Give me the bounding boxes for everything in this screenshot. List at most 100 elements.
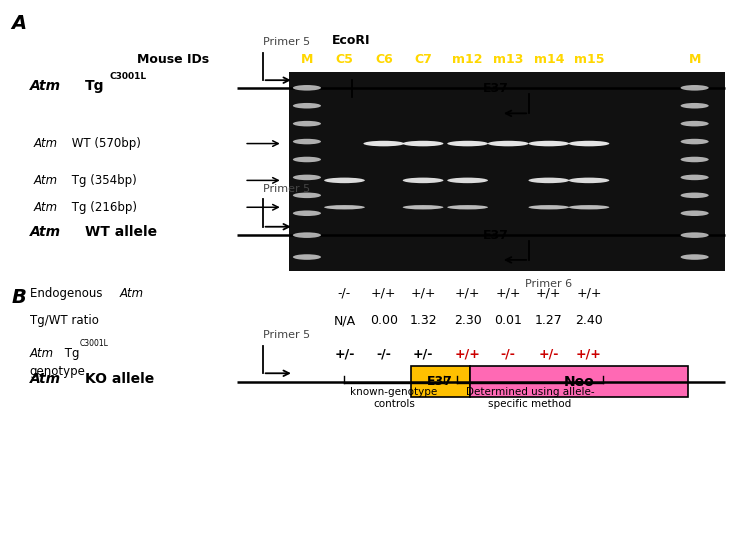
Ellipse shape: [447, 141, 488, 147]
Ellipse shape: [293, 103, 321, 108]
Ellipse shape: [681, 121, 709, 127]
Ellipse shape: [293, 85, 321, 91]
Text: +/+: +/+: [576, 347, 602, 361]
Text: +/+: +/+: [410, 286, 436, 300]
Text: +/+: +/+: [454, 347, 480, 361]
Text: N/A: N/A: [334, 314, 355, 327]
Text: KO allele: KO allele: [85, 372, 155, 386]
Text: 2.40: 2.40: [575, 314, 603, 327]
Text: m12: m12: [452, 53, 483, 66]
Text: WT (570bp): WT (570bp): [68, 137, 141, 150]
Text: m14: m14: [534, 53, 564, 66]
Text: -/-: -/-: [501, 347, 516, 361]
Text: EcoRI: EcoRI: [332, 34, 371, 47]
Text: WT allele: WT allele: [85, 225, 157, 239]
Text: +/+: +/+: [455, 286, 480, 300]
Bar: [411, 367, 470, 397]
Text: Neo: Neo: [564, 374, 594, 389]
Ellipse shape: [681, 85, 709, 91]
Ellipse shape: [681, 232, 709, 238]
Ellipse shape: [528, 178, 569, 183]
Text: Atm: Atm: [33, 174, 58, 187]
Ellipse shape: [403, 178, 443, 183]
Text: -/-: -/-: [377, 347, 391, 361]
Ellipse shape: [528, 205, 569, 210]
Ellipse shape: [293, 192, 321, 198]
Text: 0.01: 0.01: [494, 314, 522, 327]
Text: +/-: +/-: [413, 347, 433, 361]
Text: 1.32: 1.32: [409, 314, 437, 327]
Text: Atm: Atm: [30, 372, 61, 386]
Ellipse shape: [293, 254, 321, 260]
Ellipse shape: [488, 141, 528, 147]
Text: C3001L: C3001L: [80, 340, 109, 348]
Text: 1.27: 1.27: [535, 314, 562, 327]
Text: Tg: Tg: [61, 347, 79, 361]
Text: Atm: Atm: [30, 79, 61, 93]
Text: genotype: genotype: [30, 365, 86, 378]
Text: 0.00: 0.00: [370, 314, 398, 327]
Text: Primer 5: Primer 5: [263, 330, 310, 340]
Text: B: B: [11, 288, 26, 306]
Ellipse shape: [568, 205, 609, 210]
Ellipse shape: [568, 141, 609, 147]
Text: Atm: Atm: [30, 347, 54, 361]
Ellipse shape: [403, 141, 443, 147]
Text: E37: E37: [483, 82, 508, 95]
Text: Primer 5: Primer 5: [263, 37, 310, 47]
Text: Primer 6: Primer 6: [525, 279, 573, 289]
Ellipse shape: [293, 156, 321, 162]
Text: Primer 5: Primer 5: [263, 184, 310, 194]
Ellipse shape: [447, 178, 488, 183]
Text: +/-: +/-: [539, 347, 559, 361]
Text: -/-: -/-: [338, 286, 351, 300]
Bar: [470, 367, 688, 397]
Ellipse shape: [293, 139, 321, 144]
Ellipse shape: [681, 211, 709, 216]
Ellipse shape: [681, 139, 709, 144]
Ellipse shape: [568, 178, 609, 183]
Text: A: A: [11, 14, 26, 33]
Text: E37: E37: [428, 375, 453, 388]
Text: +/+: +/+: [536, 286, 562, 300]
Bar: [289, 72, 725, 271]
Text: +/+: +/+: [371, 286, 397, 300]
Text: Atm: Atm: [30, 225, 61, 239]
Text: Atm: Atm: [120, 286, 144, 300]
Ellipse shape: [293, 232, 321, 238]
Ellipse shape: [681, 254, 709, 260]
Ellipse shape: [681, 192, 709, 198]
Ellipse shape: [324, 178, 365, 183]
Text: Tg/WT ratio: Tg/WT ratio: [30, 314, 98, 327]
Text: +/+: +/+: [496, 286, 521, 300]
Text: m13: m13: [493, 53, 523, 66]
Text: +/-: +/-: [334, 347, 354, 361]
Ellipse shape: [293, 121, 321, 127]
Ellipse shape: [293, 211, 321, 216]
Text: C5: C5: [335, 53, 354, 66]
Ellipse shape: [681, 175, 709, 180]
Text: M: M: [300, 53, 313, 66]
Ellipse shape: [681, 156, 709, 162]
Text: E37: E37: [483, 228, 508, 242]
Text: Tg (216bp): Tg (216bp): [68, 201, 137, 214]
Text: 2.30: 2.30: [454, 314, 482, 327]
Ellipse shape: [293, 175, 321, 180]
Text: +/+: +/+: [576, 286, 602, 300]
Ellipse shape: [447, 205, 488, 210]
Text: C7: C7: [414, 53, 432, 66]
Text: m15: m15: [574, 53, 605, 66]
Ellipse shape: [528, 141, 569, 147]
Bar: [440, 73, 551, 104]
Text: Tg (354bp): Tg (354bp): [68, 174, 137, 187]
Text: Mouse IDs: Mouse IDs: [137, 53, 209, 66]
Ellipse shape: [324, 205, 365, 210]
Ellipse shape: [363, 141, 404, 147]
Text: known-genotype
controls: known-genotype controls: [351, 387, 437, 409]
Text: M: M: [688, 53, 701, 66]
Text: Tg: Tg: [85, 79, 104, 93]
Text: Atm: Atm: [33, 201, 58, 214]
Ellipse shape: [403, 205, 443, 210]
Text: Determined using allele-
specific method: Determined using allele- specific method: [465, 387, 594, 409]
Bar: [440, 220, 551, 250]
